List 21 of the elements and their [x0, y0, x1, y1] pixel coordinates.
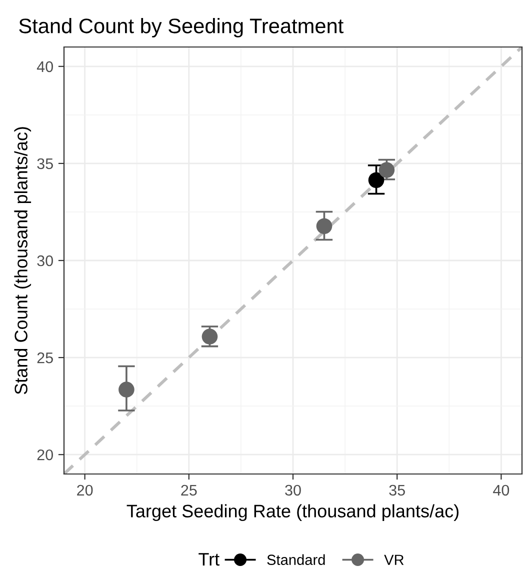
x-tick-label: 20: [77, 484, 93, 496]
y-tick-label: 30: [37, 255, 53, 266]
y-tick-label: 40: [36, 61, 53, 72]
point: [118, 382, 134, 398]
legend-label: Standard: [267, 554, 325, 565]
x-tick-label: 35: [389, 484, 405, 496]
x-tick-label: 30: [285, 484, 301, 496]
y-axis-title: Stand Count (thousand plants/ac): [14, 127, 32, 394]
x-tick-label: 40: [493, 484, 510, 496]
x-tick-label: 25: [181, 484, 197, 496]
point: [316, 218, 332, 234]
point: [368, 172, 384, 188]
chart-title: Stand Count by Seeding Treatment: [19, 18, 344, 38]
legend-label: VR: [384, 554, 404, 565]
y-tick-label: 35: [37, 158, 53, 170]
y-tick-label: 25: [37, 352, 53, 364]
x-axis-title: Target Seeding Rate (thousand plants/ac): [126, 504, 459, 522]
point: [202, 328, 218, 344]
point: [378, 162, 395, 178]
legend-title: Trt: [198, 553, 220, 566]
y-tick-label: 20: [37, 449, 53, 460]
